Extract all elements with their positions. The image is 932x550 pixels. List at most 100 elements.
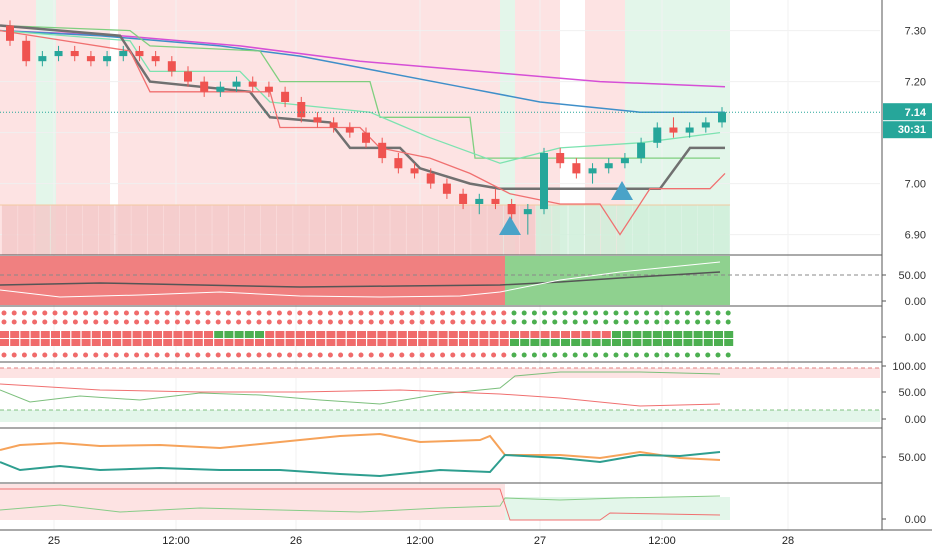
candle-body[interactable] <box>86 56 95 62</box>
candle-body[interactable] <box>556 153 565 164</box>
candle-body[interactable] <box>38 56 47 62</box>
candle-body[interactable] <box>475 198 484 204</box>
indicator-panes[interactable] <box>0 254 932 521</box>
candle-body[interactable] <box>200 81 209 92</box>
dot-square-b <box>561 339 570 346</box>
price-axis[interactable]: 7.307.207.107.006.907.1430:3150.000.000.… <box>881 0 932 550</box>
candle-body[interactable] <box>232 81 241 87</box>
candle-body[interactable] <box>362 132 370 143</box>
candle-body[interactable] <box>22 40 31 62</box>
dot-row-2 <box>501 319 507 325</box>
candle-body[interactable] <box>184 71 192 82</box>
candle-body[interactable] <box>540 153 548 210</box>
dot-row-2 <box>542 319 548 325</box>
dot-row-2 <box>358 319 364 325</box>
dot-square-b <box>112 339 122 346</box>
time-axis[interactable]: 25 12:00 26 12:00 27 12:00 28 <box>0 529 932 550</box>
candle-body[interactable] <box>103 56 112 62</box>
candle-body[interactable] <box>426 173 435 184</box>
dot-row-2 <box>440 319 446 325</box>
candle-body[interactable] <box>653 127 662 143</box>
volume-bar <box>422 205 439 255</box>
dot-square-a <box>61 331 71 338</box>
candle-body[interactable] <box>119 51 128 57</box>
dot-row-2 <box>491 319 497 325</box>
candle-body[interactable] <box>248 81 257 87</box>
dot-row-2 <box>42 319 48 325</box>
candle-body[interactable] <box>459 193 468 204</box>
dot-row-2 <box>429 319 435 325</box>
candle-body[interactable] <box>297 102 306 118</box>
dot-row-bottom <box>348 352 354 358</box>
volume-bar <box>649 205 665 255</box>
pane-tick-label: 100.00 <box>892 361 926 373</box>
dot-row-2 <box>613 319 619 325</box>
dot-row-top <box>154 310 160 316</box>
volume-bar <box>552 205 568 255</box>
dot-square-b <box>193 339 203 346</box>
candle-body[interactable] <box>701 122 710 128</box>
dot-row-top <box>297 310 303 316</box>
candle-body[interactable] <box>70 51 79 57</box>
candle-body[interactable] <box>394 158 403 169</box>
dot-row-2 <box>705 319 711 325</box>
candle-body[interactable] <box>604 163 613 169</box>
dot-row-bottom <box>307 352 313 358</box>
dot-row-2 <box>460 319 466 325</box>
bg-zone <box>110 0 118 255</box>
volume-bar <box>293 205 309 255</box>
volume-bar <box>277 205 293 255</box>
dot-row-2 <box>205 319 211 325</box>
candle-body[interactable] <box>620 158 629 164</box>
candles[interactable] <box>6 20 726 235</box>
candle-body[interactable] <box>54 51 63 57</box>
dot-row-2 <box>470 319 476 325</box>
candle-body[interactable] <box>135 51 144 57</box>
dot-square-a <box>663 331 672 338</box>
dot-square-a <box>408 331 417 338</box>
candle-body[interactable] <box>410 168 419 174</box>
dot-row-2 <box>399 319 405 325</box>
candle-body[interactable] <box>491 198 500 204</box>
dot-row-top <box>450 310 456 316</box>
candle-body[interactable] <box>216 86 225 92</box>
dot-row-top <box>705 310 711 316</box>
candle-body[interactable] <box>167 61 176 72</box>
candle-body[interactable] <box>329 122 338 128</box>
dot-row-bottom <box>582 352 588 358</box>
candle-body[interactable] <box>637 142 646 159</box>
dot-row-2 <box>72 319 78 325</box>
candle-body[interactable] <box>442 183 451 194</box>
dot-square-b <box>234 339 244 346</box>
volume-bar <box>212 205 228 255</box>
dot-square-b <box>428 339 438 346</box>
dot-row-top <box>276 310 282 316</box>
dot-row-top <box>42 310 48 316</box>
candle-body[interactable] <box>572 163 581 174</box>
candle-body[interactable] <box>378 142 387 159</box>
candle-body[interactable] <box>685 127 694 133</box>
dot-row-2 <box>368 319 374 325</box>
candle-body[interactable] <box>6 25 14 41</box>
candle-body[interactable] <box>669 127 678 133</box>
dot-square-b <box>438 339 448 346</box>
dot-row-bottom <box>440 352 446 358</box>
candle-body[interactable] <box>281 91 290 102</box>
candle-body[interactable] <box>718 112 726 123</box>
candle-body[interactable] <box>588 168 597 174</box>
dot-row-top <box>715 310 721 316</box>
dot-row-bottom <box>1 352 7 358</box>
candle-body[interactable] <box>523 209 532 215</box>
dot-square-b <box>71 339 81 346</box>
dot-row-2 <box>623 319 629 325</box>
candle-body[interactable] <box>507 204 516 215</box>
dot-row-bottom <box>32 352 38 358</box>
dot-row-top <box>93 310 99 316</box>
candle-body[interactable] <box>313 117 322 123</box>
volume-bar <box>406 205 423 255</box>
candle-body[interactable] <box>345 127 354 133</box>
candle-body[interactable] <box>264 86 273 92</box>
candle-body[interactable] <box>151 56 160 62</box>
dot-row-2 <box>348 319 354 325</box>
